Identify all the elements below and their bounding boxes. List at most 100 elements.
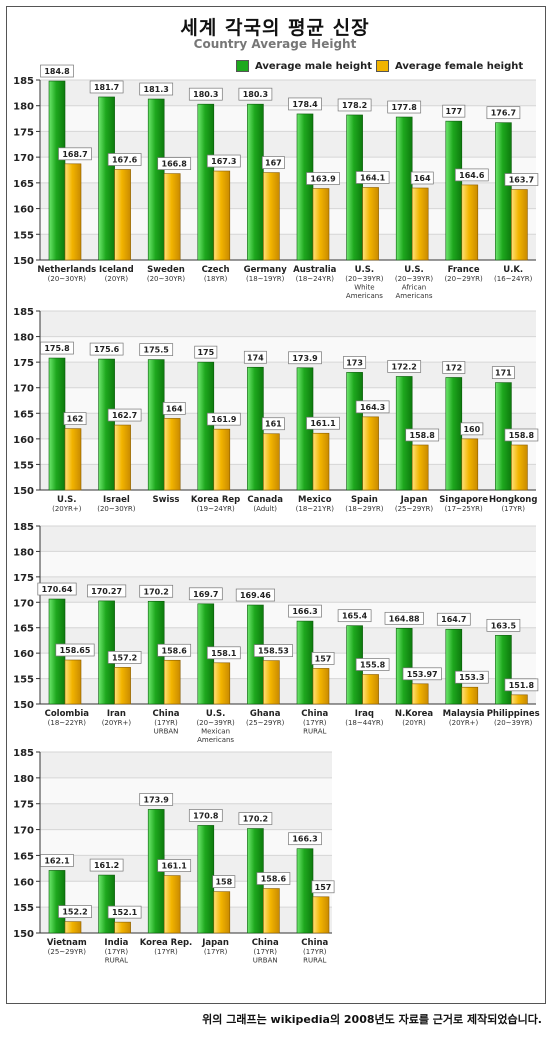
data-label-male: 174: [247, 353, 264, 362]
legend-male-label: Average male height: [255, 60, 373, 72]
y-tick-label: 170: [13, 826, 34, 837]
data-label-male: 177: [445, 107, 462, 116]
data-label-female: 160: [463, 425, 480, 434]
x-tick-sublabel: Americans: [396, 292, 433, 300]
y-tick-label: 180: [13, 102, 34, 113]
x-tick-sublabel: RURAL: [303, 957, 326, 965]
x-tick-sublabel: (20~30YR): [97, 505, 136, 513]
data-label-male-box: [442, 361, 466, 374]
x-tick-sublabel: (18~29YR): [345, 505, 384, 513]
bar-male: [296, 113, 314, 261]
x-tick-sublabel: RURAL: [105, 957, 128, 965]
data-label-female: 167.3: [211, 157, 236, 166]
bar-male: [197, 825, 215, 934]
y-tick-label: 180: [13, 774, 34, 785]
y-tick-label: 165: [13, 409, 34, 420]
data-label-male-box: [288, 604, 322, 618]
data-label-male: 175.5: [144, 346, 170, 355]
bar-female: [411, 187, 429, 261]
data-label-male-box: [337, 98, 372, 112]
data-label-male: 173.9: [144, 795, 170, 804]
data-label-male: 180.3: [243, 90, 268, 99]
bar-male: [98, 874, 115, 934]
data-label-female-box: [63, 412, 87, 425]
x-tick-label: Iceland: [99, 265, 134, 275]
x-tick-label: Iraq: [355, 709, 374, 719]
data-label-female: 167.6: [112, 155, 138, 164]
data-label-male-box: [436, 612, 471, 626]
x-tick-sublabel: (20~30YR): [48, 275, 87, 283]
data-label-female-box: [355, 658, 390, 671]
x-tick-label: N.Korea: [395, 709, 434, 719]
data-label-female: 158.8: [410, 431, 436, 440]
data-label-female-box: [306, 172, 340, 185]
x-tick-label: Singapore: [439, 495, 488, 505]
bar-female: [114, 667, 131, 705]
data-label-male: 163.5: [491, 621, 517, 630]
data-label-female-box: [157, 157, 192, 170]
x-tick-sublabel: (18~21YR): [296, 505, 335, 513]
data-label-male: 177.8: [392, 103, 418, 112]
data-label-male-box: [486, 106, 521, 120]
x-tick-sublabel: (19~24YR): [196, 505, 235, 513]
y-tick-label: 175: [13, 127, 34, 138]
data-label-male: 175.8: [44, 344, 70, 353]
bar-male: [445, 120, 463, 261]
data-label-male-box: [89, 80, 124, 94]
data-label-female-box: [253, 644, 293, 657]
x-tick-sublabel: (20~39YR): [494, 719, 533, 727]
data-label-female-box: [454, 168, 489, 182]
data-label-female: 158.1: [211, 649, 237, 658]
data-label-male: 175: [197, 348, 214, 357]
data-label-male: 170.2: [243, 815, 268, 824]
data-label-female: 158.53: [258, 647, 289, 656]
data-label-male-box: [337, 609, 372, 623]
data-label-female: 158.8: [509, 431, 535, 440]
y-tick-label: 185: [13, 748, 34, 759]
data-label-female: 157: [315, 883, 332, 892]
data-label-female-box: [162, 402, 186, 415]
data-label-male-box: [89, 342, 124, 356]
y-tick-label: 150: [13, 256, 34, 267]
data-label-male-box: [235, 588, 275, 602]
x-tick-label: Germany: [244, 265, 288, 275]
x-tick-sublabel: (20YR+): [52, 505, 82, 513]
y-tick-label: 175: [13, 573, 34, 584]
x-tick-label: Australia: [293, 265, 337, 275]
bar-female: [64, 921, 82, 934]
bar-female: [114, 169, 131, 261]
x-tick-sublabel: (Adult): [253, 505, 277, 513]
data-label-female-box: [460, 422, 484, 436]
x-tick-sublabel: (20~30YR): [147, 275, 186, 283]
y-tick-label: 160: [13, 877, 34, 888]
data-label-female: 161.9: [211, 415, 237, 424]
x-tick-label: Malaysia: [443, 709, 485, 719]
data-label-male-box: [238, 812, 273, 825]
data-label-male: 169.46: [240, 591, 271, 600]
grid-band: [40, 526, 536, 552]
bar-female: [461, 438, 479, 491]
data-label-male-box: [288, 97, 322, 111]
bar-female: [163, 173, 181, 261]
data-label-male-box: [139, 82, 174, 96]
bar-female: [312, 668, 330, 705]
data-label-male-box: [387, 360, 422, 373]
data-label-male-box: [188, 809, 223, 822]
x-tick-sublabel: (18~19YR): [246, 275, 285, 283]
y-tick-label: 160: [13, 205, 34, 216]
y-tick-label: 185: [13, 76, 34, 87]
bar-female: [362, 674, 379, 705]
data-label-male-box: [442, 104, 466, 118]
data-label-female-box: [454, 670, 489, 684]
y-tick-label: 185: [13, 307, 34, 318]
data-label-male: 170.2: [144, 587, 169, 596]
x-tick-sublabel: (18~22YR): [48, 719, 87, 727]
data-label-male-box: [288, 351, 322, 365]
x-tick-label: Japan: [201, 938, 229, 948]
bar-male: [197, 361, 215, 491]
bar-female: [263, 888, 280, 934]
data-label-female-box: [55, 643, 95, 657]
data-label-male-box: [40, 341, 74, 355]
data-label-male: 178.4: [292, 100, 318, 109]
bar-female: [511, 189, 528, 261]
